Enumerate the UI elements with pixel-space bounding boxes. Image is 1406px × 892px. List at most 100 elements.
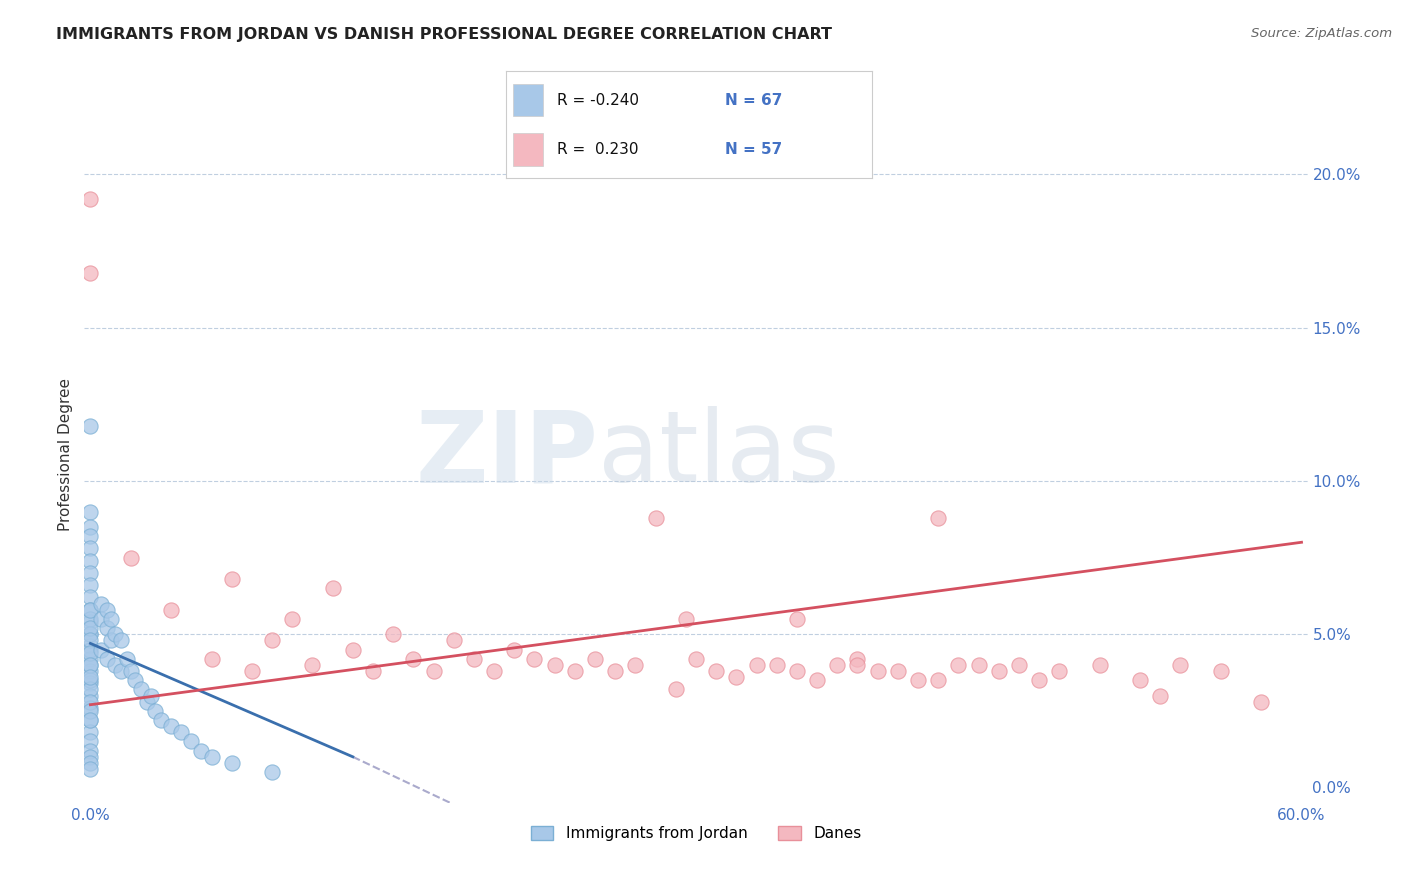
Point (89, 597, 111, 611)
Point (79, 673, 101, 688)
Point (79, 192, 101, 206)
Point (240, 664, 263, 678)
Point (79, 612, 101, 626)
Point (79, 725, 101, 739)
Text: atlas: atlas (598, 407, 839, 503)
Point (96, 603, 118, 617)
Point (79, 541, 101, 556)
Point (382, 627, 405, 641)
Point (221, 572, 243, 586)
Point (422, 664, 444, 678)
Point (79, 591, 101, 605)
Point (79, 627, 101, 641)
Point (1088, 657, 1111, 672)
Point (402, 652, 425, 666)
Point (1209, 664, 1232, 678)
Point (79, 657, 101, 672)
Point (79, 700, 101, 714)
Point (104, 657, 127, 672)
Point (79, 566, 101, 580)
Point (685, 652, 707, 666)
Point (96, 621, 118, 635)
Point (79, 603, 101, 617)
Point (190, 744, 212, 758)
Point (79, 749, 101, 764)
Point (79, 505, 101, 519)
Point (79, 756, 101, 770)
Point (79, 664, 101, 678)
Point (79, 676, 101, 690)
Point (927, 510, 949, 524)
Point (544, 657, 567, 672)
Point (136, 695, 159, 709)
Point (361, 664, 384, 678)
Point (170, 725, 193, 739)
Point (281, 612, 304, 626)
Point (100, 633, 122, 648)
Bar (513, 84, 543, 116)
Point (825, 657, 848, 672)
Point (987, 664, 1010, 678)
Point (79, 704, 101, 718)
Point (79, 578, 101, 592)
Point (523, 652, 546, 666)
Bar (513, 134, 543, 166)
Point (79, 633, 101, 648)
Point (786, 664, 808, 678)
Point (786, 612, 808, 626)
Point (765, 657, 787, 672)
Point (79, 418, 101, 433)
Point (79, 640, 101, 654)
Point (948, 657, 970, 672)
Point (79, 734, 101, 748)
Point (110, 633, 132, 648)
Point (846, 657, 869, 672)
Point (79, 266, 101, 280)
Point (665, 682, 688, 697)
Point (262, 633, 284, 648)
Point (564, 664, 586, 678)
Point (624, 657, 647, 672)
Point (704, 664, 727, 678)
Point (89, 642, 111, 657)
Text: Source: ZipAtlas.com: Source: ZipAtlas.com (1251, 27, 1392, 40)
Point (139, 689, 162, 703)
Point (745, 657, 768, 672)
Point (79, 670, 101, 684)
Point (200, 749, 222, 764)
Point (79, 744, 101, 758)
Point (1170, 657, 1192, 672)
Point (79, 603, 101, 617)
Point (262, 765, 284, 780)
Text: R = -0.240: R = -0.240 (557, 93, 640, 108)
Point (866, 664, 889, 678)
Point (725, 670, 748, 684)
Point (322, 581, 344, 595)
Point (463, 652, 485, 666)
Point (180, 734, 202, 748)
Point (124, 673, 146, 688)
Point (846, 652, 869, 666)
Point (482, 664, 505, 678)
Point (79, 529, 101, 543)
Point (1047, 664, 1070, 678)
Point (221, 756, 243, 770)
Point (1129, 673, 1152, 688)
Point (79, 642, 101, 657)
Point (160, 603, 183, 617)
Point (79, 657, 101, 672)
Point (1149, 689, 1171, 703)
Point (79, 762, 101, 776)
Point (110, 664, 132, 678)
Point (120, 550, 142, 565)
Point (342, 642, 364, 657)
Point (160, 719, 183, 733)
Point (96, 652, 118, 666)
Legend: Immigrants from Jordan, Danes: Immigrants from Jordan, Danes (524, 820, 868, 847)
Point (143, 704, 166, 718)
Point (1028, 673, 1050, 688)
Point (79, 713, 101, 727)
Point (79, 615, 101, 629)
Point (644, 510, 666, 524)
Text: N = 67: N = 67 (725, 93, 783, 108)
